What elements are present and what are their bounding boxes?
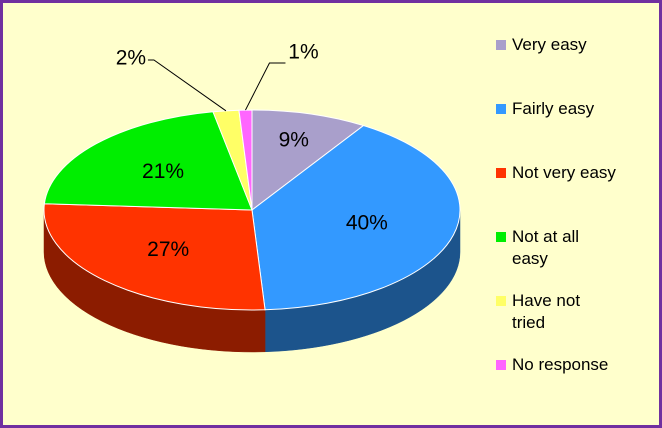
legend-item: Not very easy — [496, 162, 616, 184]
pie-slice — [251, 109, 365, 212]
legend-swatch — [496, 40, 506, 50]
legend-item: Fairly easy — [496, 98, 616, 120]
legend-swatch — [496, 104, 506, 114]
data-label: 2% — [116, 47, 146, 70]
pie-area: 9% 40% 27% 21% 2% 1% — [43, 41, 461, 353]
legend-label: Not at all easy — [512, 227, 580, 268]
legend-label: No response — [512, 355, 609, 374]
legend-label: Not very easy — [512, 163, 616, 182]
legend-item: Not at all easy — [496, 226, 616, 270]
data-label: 21% — [142, 160, 184, 183]
legend-swatch — [496, 360, 506, 370]
legend-label: Have not tried — [512, 291, 581, 332]
legend-swatch — [496, 168, 506, 178]
legend-swatch — [496, 232, 506, 242]
legend-item: No response — [496, 354, 616, 376]
data-label: 1% — [288, 41, 318, 64]
pie-slice — [251, 125, 461, 311]
legend-label: Fairly easy — [512, 99, 595, 118]
pie-slice — [43, 111, 253, 211]
leader-line — [245, 62, 286, 111]
data-label: 27% — [147, 238, 189, 261]
pie-slice — [43, 203, 266, 311]
data-label: 9% — [279, 128, 309, 151]
data-label: 40% — [346, 212, 388, 235]
legend-label: Very easy — [512, 35, 587, 54]
leader-line — [147, 59, 227, 112]
legend-item: Have not tried — [496, 290, 616, 334]
legend-item: Very easy — [496, 34, 616, 56]
legend-swatch — [496, 296, 506, 306]
